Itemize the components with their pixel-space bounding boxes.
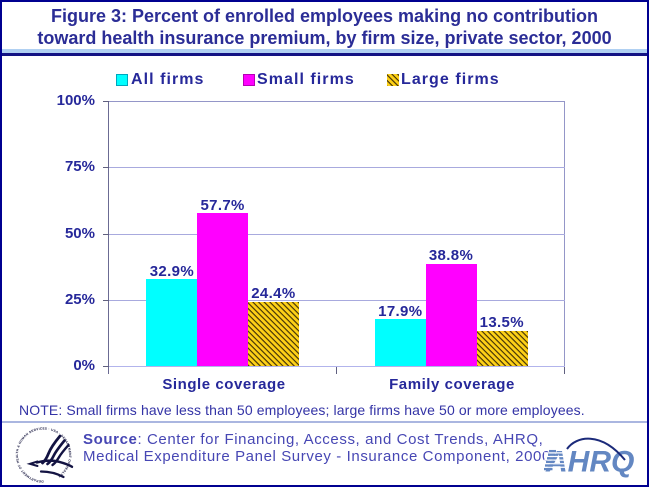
svg-text:AHRQ: AHRQ bbox=[545, 446, 634, 479]
svg-text:DEPARTMENT OF HEALTH & HUMAN S: DEPARTMENT OF HEALTH & HUMAN SERVICES · … bbox=[15, 426, 72, 483]
